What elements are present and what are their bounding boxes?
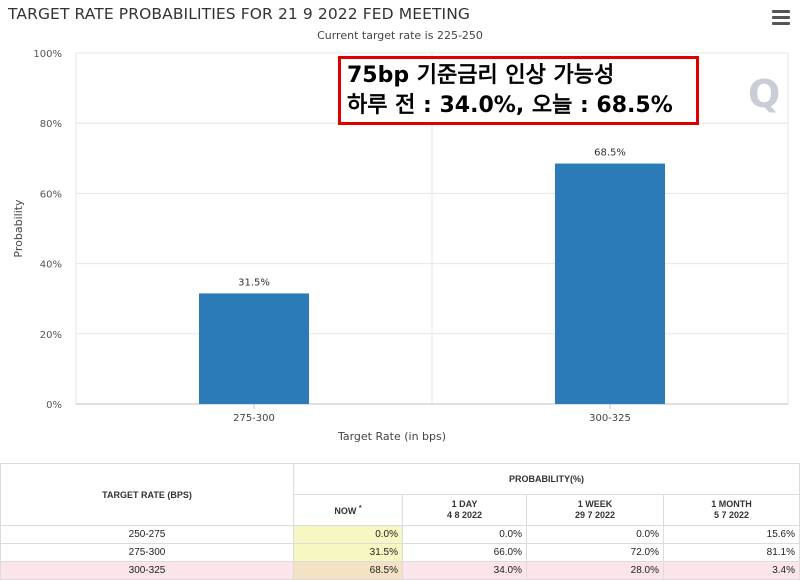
rate-cell: 275-300 xyxy=(0,543,294,562)
logo-watermark-icon: Q xyxy=(748,72,781,116)
now-column-header: NOW * xyxy=(293,494,403,526)
one-week-column-header: 1 WEEK 29 7 2022 xyxy=(526,494,664,526)
data-label: 68.5% xyxy=(594,148,626,159)
one-week-cell: 0.0% xyxy=(526,525,664,544)
y-tick-label: 20% xyxy=(40,330,62,341)
y-tick-label: 40% xyxy=(40,260,62,271)
now-cell: 31.5% xyxy=(293,543,403,562)
x-axis-title: Target Rate (in bps) xyxy=(337,430,446,443)
probability-table: TARGET RATE (BPS) PROBABILITY(%) NOW * 1… xyxy=(0,463,800,580)
rate-cell: 300-325 xyxy=(0,561,294,580)
data-label: 31.5% xyxy=(238,277,270,288)
one-month-cell: 3.4% xyxy=(663,561,800,580)
one-day-column-header: 1 DAY 4 8 2022 xyxy=(402,494,527,526)
bar xyxy=(555,163,665,404)
table-row: 250-275 0.0% 0.0% 0.0% 15.6% xyxy=(0,525,800,544)
y-tick-label: 80% xyxy=(40,119,62,130)
x-tick-label: 275-300 xyxy=(233,413,275,424)
now-cell: 0.0% xyxy=(293,525,403,544)
y-axis-title: Probability xyxy=(12,199,25,258)
y-tick-label: 60% xyxy=(40,189,62,200)
rate-column-header: TARGET RATE (BPS) xyxy=(0,463,294,526)
one-week-cell: 28.0% xyxy=(526,561,664,580)
hamburger-menu-icon[interactable] xyxy=(772,10,790,26)
one-month-cell: 81.1% xyxy=(663,543,800,562)
table-row: 300-325 68.5% 34.0% 28.0% 3.4% xyxy=(0,561,800,580)
rate-cell: 250-275 xyxy=(0,525,294,544)
x-tick-label: 300-325 xyxy=(589,413,631,424)
annotation-line-2: 하루 전 : 34.0%, 오늘 : 68.5% xyxy=(347,93,673,118)
one-day-cell: 0.0% xyxy=(402,525,527,544)
chart-title: TARGET RATE PROBABILITIES FOR 21 9 2022 … xyxy=(8,5,471,23)
one-week-cell: 72.0% xyxy=(526,543,664,562)
one-month-column-header: 1 MONTH 5 7 2022 xyxy=(663,494,800,526)
bar-chart: 0% 20% 40% 60% 80% 100% 31.5% 275-300 68.5% 300-3… xyxy=(12,49,789,443)
one-day-cell: 34.0% xyxy=(402,561,527,580)
chart-subtitle: Current target rate is 225-250 xyxy=(317,29,483,42)
annotation-box: 75bp 기준금리 인상 가능성 하루 전 : 34.0%, 오늘 : 68.5… xyxy=(338,56,699,125)
one-month-cell: 15.6% xyxy=(663,525,800,544)
now-cell: 68.5% xyxy=(293,561,403,580)
y-tick-label: 100% xyxy=(33,49,62,60)
bar xyxy=(199,293,309,404)
table-row: 275-300 31.5% 66.0% 72.0% 81.1% xyxy=(0,543,800,562)
annotation-line-1: 75bp 기준금리 인상 가능성 xyxy=(347,63,615,88)
probability-group-header: PROBABILITY(%) xyxy=(293,463,800,495)
y-tick-label: 0% xyxy=(46,400,62,411)
one-day-cell: 66.0% xyxy=(402,543,527,562)
